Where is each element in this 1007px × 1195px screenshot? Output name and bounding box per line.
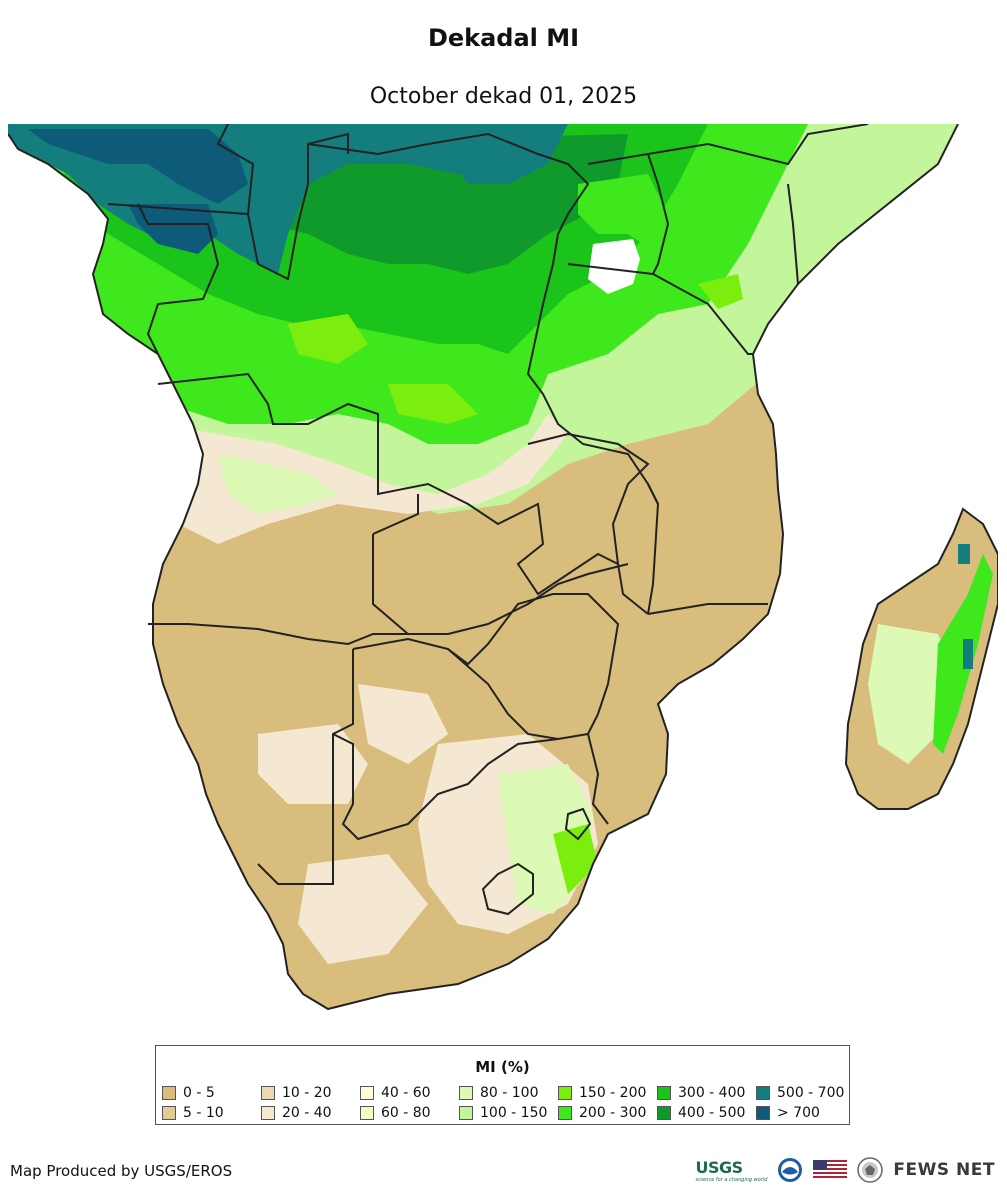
map-credit: Map Produced by USGS/EROS <box>10 1162 233 1180</box>
legend-item: 20 - 40 <box>261 1104 361 1122</box>
map-subtitle: October dekad 01, 2025 <box>369 84 638 109</box>
usgs-tagline: science for a changing world <box>695 1176 768 1183</box>
legend-item: 60 - 80 <box>360 1104 460 1122</box>
legend-label: 300 - 400 <box>678 1085 746 1101</box>
noaa-logo-icon <box>778 1158 803 1182</box>
legend-item: 500 - 700 <box>756 1084 856 1102</box>
legend-label: 40 - 60 <box>381 1085 431 1101</box>
legend-item: > 700 <box>756 1104 856 1122</box>
legend-swatch <box>360 1106 374 1120</box>
legend-label: 500 - 700 <box>777 1085 845 1101</box>
legend-item: 80 - 100 <box>459 1084 559 1102</box>
borders <box>8 124 998 1011</box>
legend-label: 10 - 20 <box>282 1085 332 1101</box>
legend: MI (%) 0 - 5 5 - 10 10 - 20 20 - 40 40 -… <box>155 1045 850 1125</box>
legend-swatch <box>756 1086 770 1100</box>
fews-net-logo: FEWS NET <box>893 1160 995 1180</box>
map-title: Dekadal MI <box>427 24 580 52</box>
legend-item: 300 - 400 <box>657 1084 757 1102</box>
legend-swatch <box>162 1106 176 1120</box>
legend-item: 100 - 150 <box>459 1104 559 1122</box>
legend-label: 80 - 100 <box>480 1085 539 1101</box>
partner-logos: USGS science for a changing world FEWS N… <box>695 1154 995 1186</box>
legend-items: 0 - 5 5 - 10 10 - 20 20 - 40 40 - 60 60 … <box>162 1084 847 1124</box>
legend-label: 200 - 300 <box>579 1105 647 1121</box>
state-dept-seal-icon <box>857 1157 884 1183</box>
legend-item: 150 - 200 <box>558 1084 658 1102</box>
legend-swatch <box>657 1086 671 1100</box>
legend-label: 400 - 500 <box>678 1105 746 1121</box>
usgs-logo-text: USGS <box>695 1157 743 1177</box>
legend-item: 400 - 500 <box>657 1104 757 1122</box>
legend-swatch <box>360 1086 374 1100</box>
legend-label: 0 - 5 <box>183 1085 215 1101</box>
legend-swatch <box>162 1086 176 1100</box>
legend-swatch <box>756 1106 770 1120</box>
usgs-logo: USGS science for a changing world <box>695 1158 767 1183</box>
legend-swatch <box>657 1106 671 1120</box>
legend-label: 100 - 150 <box>480 1105 548 1121</box>
legend-item: 10 - 20 <box>261 1084 361 1102</box>
legend-swatch <box>261 1086 275 1100</box>
legend-swatch <box>459 1086 473 1100</box>
legend-label: 150 - 200 <box>579 1085 647 1101</box>
legend-title: MI (%) <box>475 1058 530 1076</box>
legend-swatch <box>558 1106 572 1120</box>
legend-label: 20 - 40 <box>282 1105 332 1121</box>
legend-swatch <box>558 1086 572 1100</box>
legend-item: 0 - 5 <box>162 1084 262 1102</box>
moisture-fill <box>8 124 998 964</box>
legend-swatch <box>261 1106 275 1120</box>
legend-label: 5 - 10 <box>183 1105 224 1121</box>
legend-item: 5 - 10 <box>162 1104 262 1122</box>
legend-swatch <box>459 1106 473 1120</box>
legend-item: 200 - 300 <box>558 1104 658 1122</box>
legend-label: > 700 <box>777 1105 820 1121</box>
legend-label: 60 - 80 <box>381 1105 431 1121</box>
us-flag-icon <box>813 1160 848 1180</box>
legend-item: 40 - 60 <box>360 1084 460 1102</box>
moisture-index-map <box>8 124 998 1011</box>
